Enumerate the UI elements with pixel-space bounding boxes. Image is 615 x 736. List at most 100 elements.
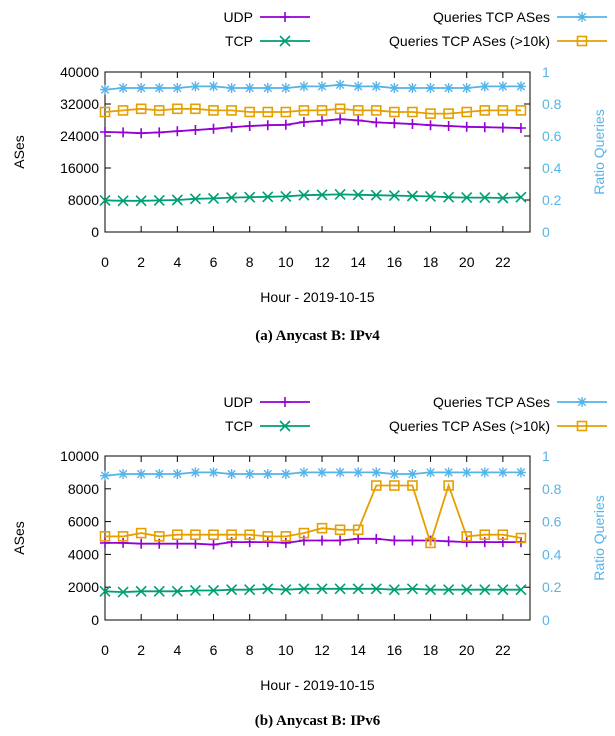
y-right-tick-label: 1	[542, 64, 550, 80]
x-tick-label: 2	[137, 642, 145, 658]
data-point	[479, 529, 491, 541]
data-point	[353, 533, 364, 544]
data-point	[100, 127, 110, 137]
data-point	[407, 119, 418, 129]
legend-label: UDP	[223, 9, 253, 25]
data-point	[389, 118, 400, 129]
data-point	[461, 537, 472, 548]
y-right-tick-label: 0	[542, 612, 550, 628]
legend-label: Queries TCP ASes	[433, 9, 550, 25]
data-point	[443, 480, 454, 491]
data-point	[371, 533, 382, 544]
data-point	[136, 538, 147, 549]
data-point	[317, 535, 328, 546]
data-point	[99, 106, 111, 118]
plot-frame	[104, 71, 531, 233]
data-point	[244, 121, 255, 131]
data-point	[443, 536, 454, 547]
data-point	[352, 105, 364, 116]
data-point	[334, 188, 346, 200]
y-right-tick-label: 0	[542, 224, 550, 240]
data-point	[171, 194, 183, 206]
series-queries-tcp-ases-10k	[99, 103, 527, 119]
legend-marker	[280, 397, 290, 407]
legend-marker	[280, 12, 290, 22]
y-tick-label: 0	[91, 612, 99, 628]
data-point	[280, 469, 291, 480]
x-tick-label: 6	[210, 642, 218, 658]
legend-label: Queries TCP ASes	[433, 394, 550, 410]
data-point	[335, 535, 346, 546]
x-tick-label: 0	[101, 254, 109, 270]
data-point	[262, 537, 273, 548]
data-point	[497, 105, 509, 116]
data-point	[118, 127, 129, 138]
data-point	[479, 105, 491, 116]
y-right-axis-label: Ratio Queries	[591, 109, 607, 195]
data-point	[353, 81, 364, 92]
data-point	[207, 584, 220, 597]
x-tick-label: 8	[246, 254, 254, 270]
y-tick-label: 6000	[68, 514, 99, 530]
x-tick-label: 12	[314, 642, 330, 658]
data-point	[497, 192, 509, 204]
data-point	[316, 522, 328, 534]
data-point	[479, 192, 491, 204]
data-point	[172, 126, 183, 137]
data-point	[425, 467, 436, 478]
y-axis-label: ASes	[11, 521, 27, 554]
data-point	[298, 467, 309, 478]
data-point	[443, 83, 454, 93]
data-point	[208, 105, 219, 116]
series-udp	[100, 114, 526, 139]
data-point	[262, 531, 274, 542]
legend-marker	[279, 420, 291, 432]
data-point	[262, 106, 274, 118]
data-point	[244, 529, 255, 541]
data-point	[316, 105, 328, 116]
data-point	[461, 192, 473, 204]
data-point	[425, 108, 436, 119]
legend-label: Queries TCP ASes (>10k)	[389, 418, 550, 434]
series-tcp	[99, 188, 527, 207]
data-point	[280, 537, 291, 548]
data-point	[244, 584, 256, 596]
data-point	[99, 531, 111, 542]
data-point	[461, 83, 472, 93]
data-point	[370, 480, 382, 491]
data-point	[136, 83, 147, 93]
x-tick-label: 4	[173, 642, 181, 658]
data-point	[334, 583, 346, 595]
y-tick-label: 40000	[60, 64, 99, 80]
data-point	[443, 467, 454, 478]
data-point	[118, 83, 129, 93]
data-point	[226, 584, 238, 596]
data-point	[352, 583, 364, 595]
y-tick-label: 16000	[60, 160, 99, 176]
series-queries-tcp-ases	[100, 467, 526, 481]
data-point	[352, 524, 364, 536]
data-point	[262, 469, 273, 480]
data-point	[479, 122, 490, 133]
legend-label: TCP	[225, 33, 253, 49]
x-tick-label: 2	[137, 254, 145, 270]
x-tick-label: 14	[350, 254, 366, 270]
data-point	[226, 192, 238, 204]
data-point	[190, 467, 201, 478]
data-point	[226, 105, 237, 116]
x-axis-label: Hour - 2019-10-15	[260, 289, 375, 305]
data-point	[135, 103, 147, 115]
series-tcp	[99, 583, 527, 598]
data-point	[280, 106, 292, 118]
y-right-tick-label: 0.6	[542, 128, 562, 144]
data-point	[352, 189, 364, 201]
y-right-tick-label: 0.8	[542, 481, 562, 497]
data-point	[425, 83, 436, 93]
legend: UDP TCP Queries TCP ASes Queries TCP ASes (…	[223, 9, 607, 49]
data-point	[370, 105, 382, 116]
x-tick-label: 16	[387, 642, 403, 658]
data-point	[479, 467, 490, 478]
data-point	[118, 537, 129, 548]
data-point	[117, 586, 129, 598]
data-point	[226, 122, 237, 133]
